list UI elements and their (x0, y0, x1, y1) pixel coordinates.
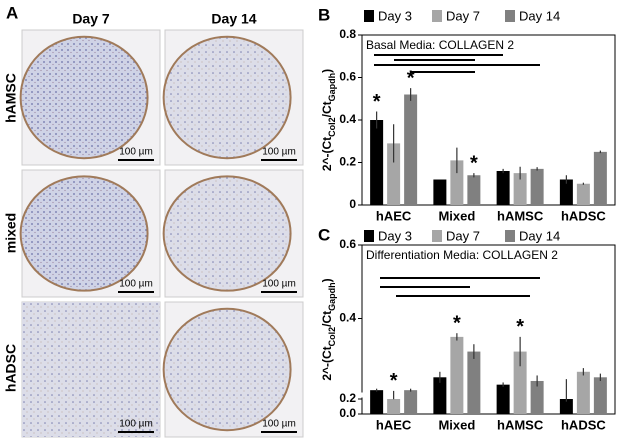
y-axis-label: 2^-(CtCol2/CtGapdh) (320, 69, 337, 171)
tissue (22, 302, 160, 437)
panel-letter: C (318, 225, 330, 244)
y-tick-label: 0.4 (339, 311, 356, 325)
tissue (19, 175, 149, 292)
scale-bar-label: 100 µm (119, 419, 153, 430)
y-tick-label: 0.2 (339, 391, 356, 405)
bar (370, 120, 384, 205)
bar (513, 351, 527, 414)
tissue (19, 35, 149, 160)
bar (530, 380, 544, 414)
bar (450, 336, 464, 414)
bar (496, 171, 510, 205)
scale-bar-label: 100 µm (262, 279, 296, 290)
significance-star: * (470, 152, 478, 174)
scale-bar-label: 100 µm (119, 147, 153, 158)
legend-swatch (432, 10, 442, 22)
y-tick-label: 0.4 (339, 112, 356, 126)
y-tick-label: 0.8 (339, 27, 356, 41)
bar (467, 175, 481, 205)
significance-star: * (373, 91, 381, 113)
x-tick-label: Mixed (438, 208, 475, 223)
legend-swatch (432, 230, 442, 242)
y-axis-label-part: Gapdh (327, 73, 337, 102)
significance-star: * (453, 312, 461, 334)
x-tick-label: hAEC (376, 208, 412, 223)
bar (450, 160, 464, 205)
bar (467, 351, 481, 414)
tissue (162, 307, 292, 432)
x-tick-label: hADSC (561, 417, 606, 432)
bar (387, 399, 401, 414)
legend-label: Day 7 (446, 228, 480, 243)
bar (433, 179, 447, 205)
row-label: hADSC (3, 344, 19, 392)
scale-bar-label: 100 µm (119, 279, 153, 290)
bar (404, 94, 418, 205)
bar (370, 390, 384, 414)
bar (559, 399, 573, 414)
y-axis-label-part: 2^-(Ct (320, 346, 334, 380)
bar (387, 143, 401, 205)
significance-star: * (407, 67, 415, 89)
legend-swatch (505, 230, 515, 242)
panel-a: A Day 7 Day 14 hAMSC mixed hADSC (3, 3, 257, 392)
y-axis-label-part: ) (320, 278, 334, 282)
y-axis-label-part: 2^-(Ct (320, 137, 334, 171)
tissue (162, 35, 292, 160)
y-axis-label-part: Col2 (327, 327, 337, 347)
legend-label: Day 14 (519, 8, 560, 23)
bar (593, 151, 607, 205)
bar (593, 377, 607, 414)
legend-swatch (364, 230, 374, 242)
legend-label: Day 3 (378, 228, 412, 243)
y-tick-label: 0.6 (339, 237, 356, 251)
subtitle: Differentiation Media: COLLAGEN 2 (366, 248, 558, 262)
column-label: Day 14 (211, 11, 256, 27)
tissue (162, 175, 292, 292)
scale-bar-label: 100 µm (262, 419, 296, 430)
panel-letter: B (318, 5, 330, 24)
y-tick-label: 0.2 (339, 155, 356, 169)
x-tick-label: hADSC (561, 208, 606, 223)
row-label: mixed (3, 213, 19, 253)
legend-swatch (364, 10, 374, 22)
bar (513, 173, 527, 205)
y-axis-label-part: Gapdh (327, 282, 337, 311)
legend-label: Day 3 (378, 8, 412, 23)
y-tick-label: 0.6 (339, 70, 356, 84)
legend-label: Day 14 (519, 228, 560, 243)
bar (433, 377, 447, 414)
column-label: Day 7 (72, 11, 110, 27)
panel-letter: A (6, 3, 18, 22)
y-axis-label-part: /Ct (320, 311, 334, 327)
significance-star: * (390, 370, 398, 392)
bar (576, 183, 590, 205)
y-tick-label: 0.0 (339, 406, 356, 420)
significance-star: * (516, 316, 524, 338)
x-tick-label: hAEC (376, 417, 412, 432)
plot-frame (361, 244, 616, 415)
bar (576, 371, 590, 414)
legend-label: Day 7 (446, 8, 480, 23)
y-axis-label-part: ) (320, 69, 334, 73)
y-axis-label: 2^-(CtCol2/CtGapdh) (320, 278, 337, 380)
legend-swatch (505, 10, 515, 22)
scale-bar-label: 100 µm (262, 147, 296, 158)
x-tick-label: hAMSC (497, 208, 544, 223)
row-label: hAMSC (3, 73, 19, 123)
axis-break (357, 392, 365, 398)
x-tick-label: Mixed (438, 417, 475, 432)
bar (559, 179, 573, 205)
y-axis-label-part: Col2 (327, 117, 337, 137)
bar (496, 384, 510, 414)
x-tick-label: hAMSC (497, 417, 544, 432)
bar (530, 168, 544, 205)
bar (404, 390, 418, 414)
y-axis-label-part: /Ct (320, 101, 334, 117)
subtitle: Basal Media: COLLAGEN 2 (366, 38, 514, 52)
y-tick-label: 0 (349, 197, 356, 211)
